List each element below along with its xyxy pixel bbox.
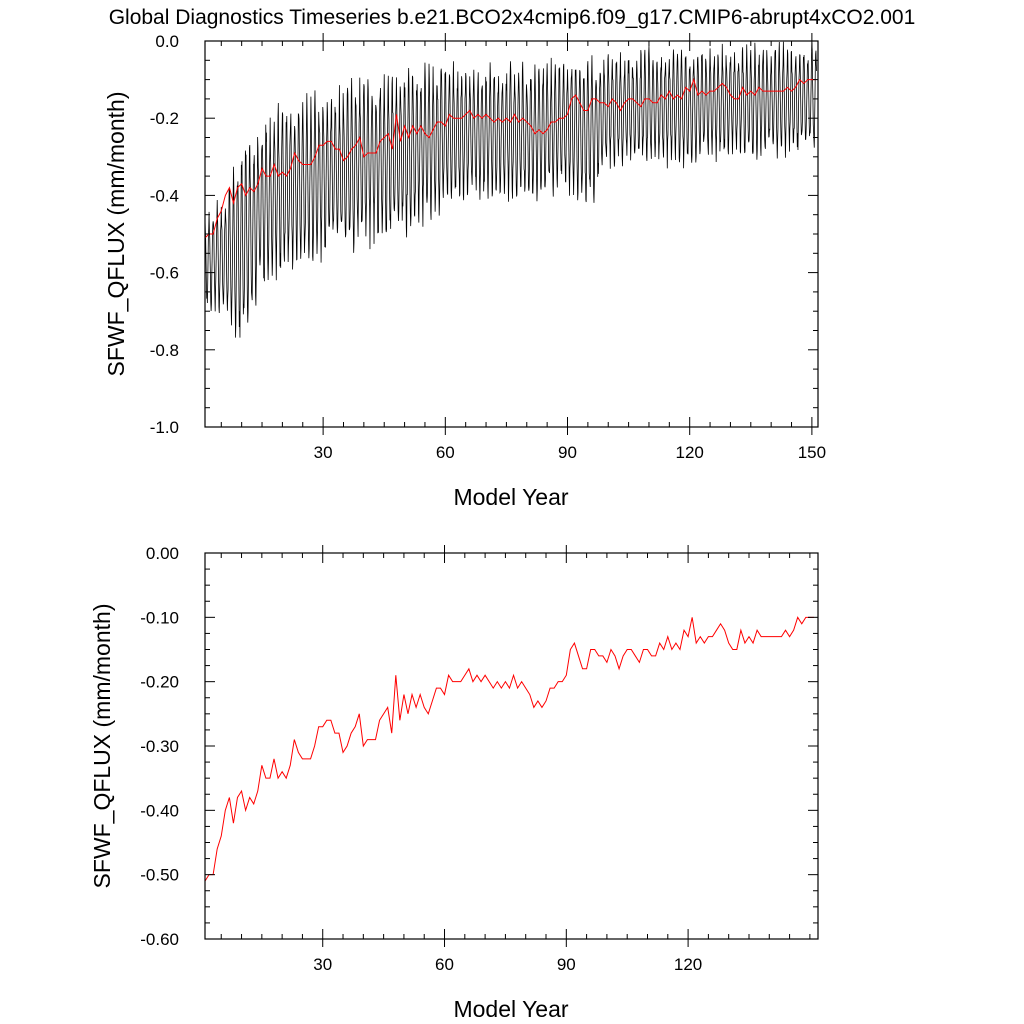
- top-y-tick-label: -0.2: [150, 109, 179, 128]
- figure-title: Global Diagnostics Timeseries b.e21.BCO2…: [109, 6, 916, 29]
- bottom-x-tick-label: 120: [674, 955, 702, 974]
- top-monthly-series: [204, 41, 818, 338]
- bottom-y-axis-label: SFWF_QFLUX (mm/month): [89, 604, 115, 889]
- top-y-tick-label: -0.6: [150, 264, 179, 283]
- top-y-tick-label: 0.0: [155, 32, 179, 51]
- bottom-annual-mean-line: [204, 616, 814, 882]
- bottom-x-tick-label: 90: [557, 955, 576, 974]
- bottom-y-tick-label: -0.20: [140, 673, 179, 692]
- top-panel: 30 60 90 120 150 0.0 -0.2 -0.4 -0.6 -0.8 -1.0 Mode…: [103, 32, 826, 510]
- top-axes: 30 60 90 120 150 0.0 -0.2 -0.4 -0.6 -0.8 -1.0: [150, 32, 826, 462]
- bottom-y-tick-label: 0.00: [146, 544, 179, 563]
- bottom-panel: 30 60 90 120 0.00 -0.10 -0.20 -0.30 -0.40 -0.50 -0…: [89, 544, 819, 1022]
- bottom-y-tick-label: -0.60: [140, 930, 179, 949]
- top-x-tick-label: 60: [436, 443, 455, 462]
- top-monthly-line: [204, 41, 818, 338]
- bottom-y-tick-label: -0.40: [140, 801, 179, 820]
- bottom-y-tick-label: -0.50: [140, 866, 179, 885]
- top-x-tick-label: 90: [558, 443, 577, 462]
- top-y-tick-label: -0.4: [150, 186, 179, 205]
- bottom-axes: 30 60 90 120 0.00 -0.10 -0.20 -0.30 -0.40 -0.50 -0…: [140, 544, 819, 974]
- top-x-tick-label: 120: [676, 443, 704, 462]
- top-x-tick-label: 150: [798, 443, 826, 462]
- top-x-tick-label: 30: [314, 443, 333, 462]
- bottom-x-tick-label: 60: [435, 955, 454, 974]
- top-x-axis-label: Model Year: [453, 484, 568, 510]
- top-y-tick-label: -1.0: [150, 418, 179, 437]
- bottom-x-tick-label: 30: [313, 955, 332, 974]
- top-annual-mean-line: [204, 77, 816, 239]
- bottom-annual-series: [204, 616, 814, 882]
- bottom-y-tick-label: -0.10: [140, 608, 179, 627]
- top-y-axis-label: SFWF_QFLUX (mm/month): [103, 92, 129, 377]
- top-annual-series: [204, 77, 816, 239]
- top-y-tick-label: -0.8: [150, 341, 179, 360]
- bottom-y-tick-label: -0.30: [140, 737, 179, 756]
- bottom-x-axis-label: Model Year: [453, 996, 568, 1022]
